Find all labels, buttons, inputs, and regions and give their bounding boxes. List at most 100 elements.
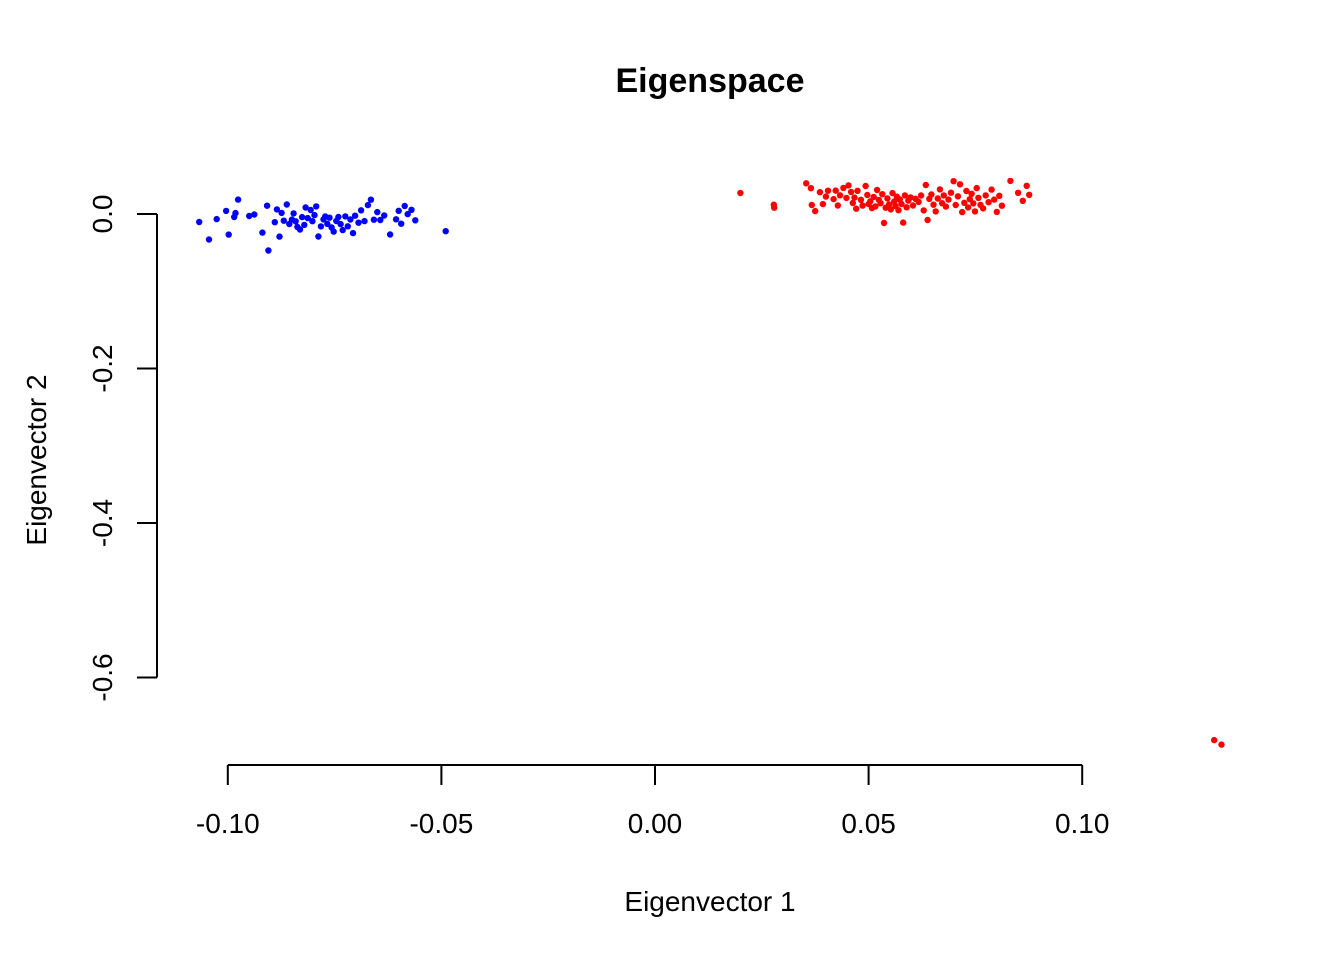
data-point-series1 (234, 196, 242, 203)
data-point-series2 (979, 205, 987, 212)
data-point-series2 (982, 192, 989, 199)
data-point-series2 (947, 189, 955, 196)
data-point-series1 (326, 214, 333, 221)
data-point-series1 (196, 218, 203, 226)
data-point-series1 (304, 214, 311, 222)
data-point-series2 (940, 192, 947, 199)
data-point-series2 (851, 194, 858, 201)
data-point-series2 (1026, 191, 1033, 198)
data-point-series1 (361, 217, 368, 225)
data-point-series2 (867, 198, 874, 205)
data-point-series2 (884, 195, 891, 202)
data-point-series1 (225, 231, 232, 238)
data-point-series2 (922, 181, 929, 189)
data-point-series2 (1023, 182, 1030, 189)
data-point-series1 (246, 212, 253, 220)
data-point-series1 (280, 217, 287, 224)
data-point-series1 (398, 220, 405, 227)
x-axis: -0.10 -0.05 0.00 0.05 0.10 (196, 764, 1110, 839)
data-point-series2 (950, 178, 957, 185)
x-tick-label: 0.10 (1055, 808, 1110, 839)
data-point-series2 (1007, 177, 1014, 185)
data-point-series1 (337, 220, 344, 228)
data-point-series2 (970, 200, 977, 207)
data-point-series2 (859, 202, 866, 209)
data-point-series2 (849, 199, 856, 207)
data-point-series1 (335, 213, 342, 221)
data-point-series2 (963, 187, 970, 195)
data-point-series2 (873, 186, 881, 194)
data-point-series1 (263, 202, 271, 209)
data-point-series1 (205, 236, 213, 243)
data-point-series2 (932, 208, 939, 215)
data-point-series1 (302, 204, 309, 211)
data-point-series1 (351, 212, 359, 219)
data-point-series2 (998, 202, 1006, 209)
data-point-series2 (1019, 197, 1026, 204)
data-point-series2 (971, 208, 979, 215)
data-point-series1 (283, 201, 290, 208)
data-point-series2 (807, 185, 815, 192)
data-point-series2 (895, 207, 902, 214)
data-point-series2 (985, 199, 992, 206)
data-point-series2 (885, 201, 893, 208)
data-point-series2 (966, 196, 973, 203)
data-point-series1 (330, 228, 337, 235)
data-point-series2 (819, 200, 827, 208)
data-point-series2 (824, 187, 832, 194)
data-point-series1 (273, 206, 281, 213)
data-point-series2 (1218, 741, 1225, 748)
data-point-series2 (836, 192, 844, 199)
data-point-series1 (349, 229, 357, 237)
data-point-series2 (879, 191, 886, 198)
data-point-series1 (342, 213, 349, 220)
data-point-series2 (961, 199, 968, 206)
x-tick-label: -0.05 (409, 808, 473, 839)
data-point-series2 (936, 186, 944, 193)
data-point-series2 (988, 186, 995, 193)
data-point-series1 (290, 210, 297, 217)
data-point-series1 (392, 216, 400, 223)
data-point-series2 (857, 196, 865, 203)
data-point-series1 (395, 207, 402, 214)
data-point-series2 (900, 219, 907, 226)
data-point-series2 (872, 203, 879, 210)
data-point-series2 (843, 194, 850, 202)
data-point-series1 (374, 208, 381, 216)
data-point-series1 (278, 209, 285, 217)
data-point-series2 (968, 190, 975, 197)
data-point-series1 (298, 213, 306, 221)
y-tick-label: 0.0 (87, 195, 118, 234)
data-point-series1 (271, 219, 278, 226)
x-axis-label: Eigenvector 1 (624, 886, 795, 917)
data-point-series2 (898, 200, 905, 208)
x-tick-label: 0.00 (628, 808, 683, 839)
data-point-series2 (903, 204, 910, 211)
data-point-series1 (301, 221, 308, 229)
data-point-series1 (339, 226, 346, 234)
data-point-series2 (864, 191, 871, 199)
data-point-series1 (404, 210, 411, 218)
data-point-series2 (808, 201, 815, 209)
data-point-series2 (917, 192, 925, 199)
data-point-series2 (901, 192, 909, 199)
data-point-series1 (367, 196, 375, 203)
data-point-series1 (296, 226, 304, 233)
data-point-series2 (803, 180, 810, 187)
data-point-series1 (412, 217, 419, 224)
data-point-series2 (945, 196, 952, 203)
data-point-series1 (370, 216, 378, 223)
data-point-series1 (401, 202, 408, 210)
y-tick-label: -0.6 (87, 653, 118, 701)
data-point-series2 (832, 187, 839, 194)
chart-title: Eigenspace (616, 62, 805, 100)
data-point-series1 (213, 215, 220, 223)
y-tick-label: -0.4 (87, 499, 118, 547)
data-point-series1 (276, 233, 283, 240)
data-point-series2 (845, 182, 852, 189)
data-point-series2 (964, 204, 972, 211)
data-point-series1 (381, 212, 388, 219)
data-point-series1 (355, 219, 362, 226)
data-point-series1 (344, 223, 351, 230)
data-point-series2 (920, 207, 927, 214)
